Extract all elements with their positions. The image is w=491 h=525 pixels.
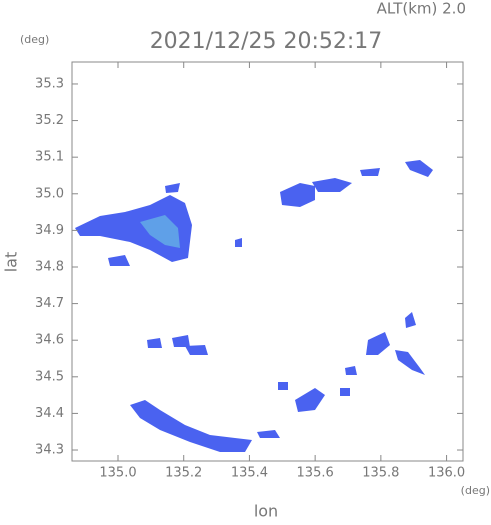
y-tick-label: 34.7 — [35, 296, 64, 311]
y-tick-label: 34.8 — [35, 259, 64, 274]
altitude-label: ALT(km) 2.0 — [377, 0, 466, 18]
y-tick-label: 34.4 — [35, 406, 64, 421]
y-tick-label: 35.2 — [35, 113, 64, 128]
y-tick-label: 34.9 — [35, 223, 64, 238]
x-tick-label: 135.2 — [165, 466, 202, 481]
x-tick-label: 135.8 — [362, 466, 399, 481]
chart-title: 2021/12/25 20:52:17 — [150, 29, 383, 54]
x-tick-label: 135.0 — [99, 466, 136, 481]
x-tick-label: 136.0 — [428, 466, 465, 481]
radar-echoes — [75, 160, 433, 452]
y-tick-label: 34.6 — [35, 333, 64, 348]
plot-frame — [71, 61, 464, 462]
x-tick-label: 135.4 — [231, 466, 268, 481]
y-tick-label: 35.1 — [35, 150, 64, 165]
x-label: lon — [254, 502, 278, 521]
x-tick-label: 135.6 — [297, 466, 334, 481]
y-label: lat — [2, 252, 21, 273]
x-unit: (deg) — [461, 484, 490, 497]
y-tick-label: 34.5 — [35, 369, 64, 384]
y-tick-label: 34.3 — [35, 443, 64, 458]
y-tick-label: 35.0 — [35, 186, 64, 201]
y-unit: (deg) — [20, 33, 49, 46]
y-tick-label: 35.3 — [35, 76, 64, 91]
